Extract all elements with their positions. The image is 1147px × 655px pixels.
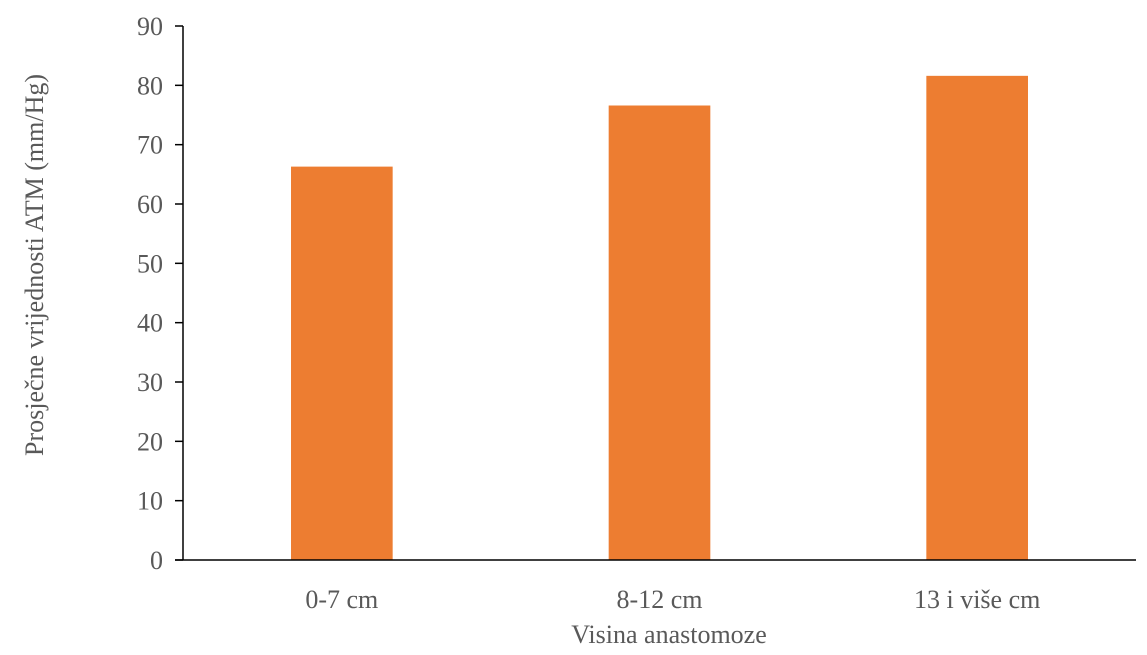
y-axis-title: Prosječne vrijednosti ATM (mm/Hg) [20,74,49,456]
y-tick-label: 50 [137,249,163,278]
y-tick-label: 0 [150,546,163,575]
x-axis-labels: 0-7 cm 8-12 cm 13 i više cm [305,585,1040,614]
y-tick-label: 10 [137,487,163,516]
bar-3 [926,75,1028,560]
y-tick-label: 90 [137,12,163,41]
bar-1 [291,166,393,560]
x-axis-title: Visina anastomoze [571,620,767,649]
x-tick-label: 8-12 cm [617,585,703,614]
y-tick-label: 40 [137,309,163,338]
y-tick-label: 60 [137,190,163,219]
x-tick-label: 0-7 cm [305,585,378,614]
y-tick-label: 30 [137,368,163,397]
y-tick-label: 80 [137,71,163,100]
y-tick-label: 20 [137,427,163,456]
y-tick-label: 70 [137,131,163,160]
bars [291,75,1028,561]
y-axis-ticks: 0 10 20 30 40 50 60 70 80 90 [137,12,183,575]
x-tick-label: 13 i više cm [914,585,1040,614]
bar-2 [608,105,711,561]
